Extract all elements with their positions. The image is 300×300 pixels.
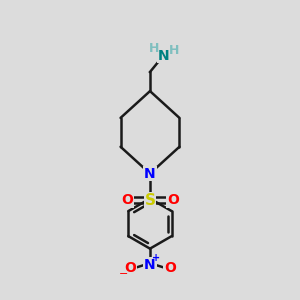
Text: H: H [148,42,159,55]
Text: S: S [145,193,155,208]
Text: N: N [144,258,156,272]
Text: +: + [152,254,160,263]
Text: O: O [164,261,176,275]
Text: −: − [119,269,128,279]
Text: N: N [144,167,156,181]
Text: O: O [121,193,133,207]
Text: H: H [169,44,180,57]
Text: N: N [158,49,169,63]
Text: O: O [124,261,136,275]
Text: O: O [167,193,179,207]
